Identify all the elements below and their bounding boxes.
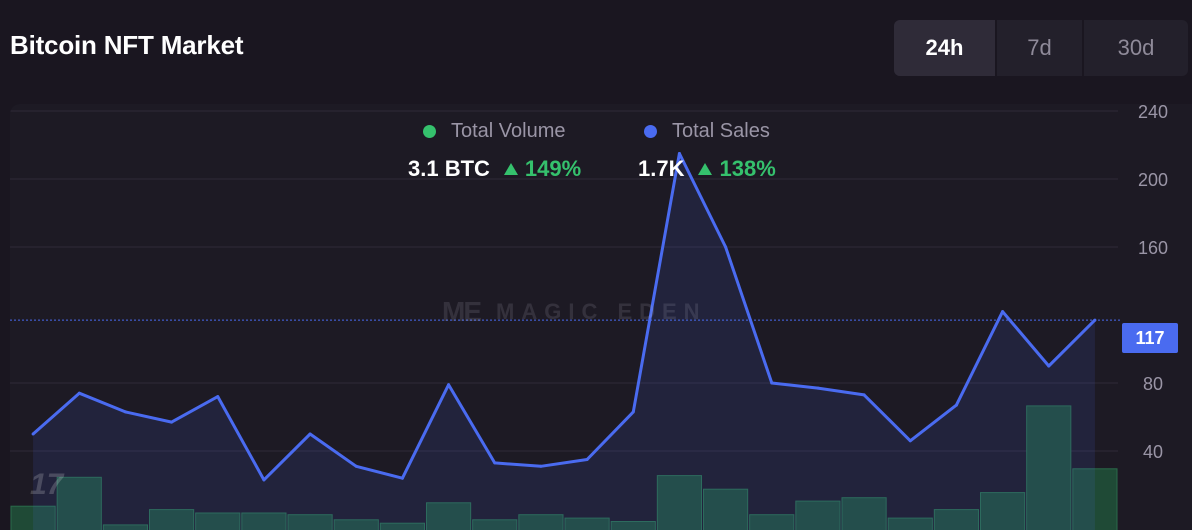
volume-bar	[241, 512, 287, 530]
sales-point	[954, 403, 958, 407]
chart-panel: 240 200 160 80 40 ME MAGIC EDEN 17 Total Vol…	[10, 104, 1192, 530]
sales-point	[31, 432, 35, 436]
sales-point	[677, 152, 681, 155]
volume-bar	[980, 492, 1026, 530]
arrow-up-icon	[698, 163, 713, 175]
volume-bar	[703, 488, 749, 530]
tab-7d[interactable]: 7d	[997, 20, 1084, 76]
volume-change: 149%	[503, 156, 582, 182]
volume-value: 3.1 BTC	[408, 156, 490, 181]
sales-point	[631, 410, 635, 414]
volume-bar	[195, 512, 241, 530]
magic-eden-logo-icon: ME	[442, 296, 482, 327]
sales-point	[354, 464, 358, 468]
y-tick-label: 240	[1138, 104, 1168, 122]
sales-point	[77, 391, 81, 395]
volume-bar	[426, 502, 472, 530]
sales-point	[724, 245, 728, 249]
market-chart[interactable]: 240 200 160 80 40	[10, 104, 1192, 530]
tab-30d[interactable]: 30d	[1117, 35, 1155, 60]
volume-bar	[841, 497, 887, 530]
volume-bar	[10, 505, 56, 530]
volume-bar	[1072, 468, 1118, 530]
sales-line	[32, 152, 1096, 482]
sales-point	[170, 420, 174, 424]
sales-value: 1.7K	[638, 156, 685, 181]
volume-change-value: 149%	[524, 156, 582, 181]
tab-24h[interactable]: 24h	[894, 20, 997, 76]
volume-bar	[379, 522, 426, 530]
sales-point	[447, 383, 451, 387]
volume-bar	[749, 514, 795, 530]
y-tick-label: 40	[1143, 442, 1163, 462]
sales-stat: 1.7K 138%	[638, 156, 776, 182]
sales-point	[862, 393, 866, 397]
sales-dot-icon	[644, 125, 657, 138]
volume-bar	[795, 500, 841, 530]
sales-point	[308, 432, 312, 436]
sales-point	[1001, 310, 1005, 314]
time-range-tabs: 24h 7d 30d	[894, 20, 1188, 76]
sales-point	[770, 381, 774, 385]
sales-point	[1047, 364, 1051, 368]
sales-point	[262, 478, 266, 482]
sales-point	[400, 476, 404, 480]
legend-volume[interactable]: Total Volume	[423, 120, 566, 143]
sales-area	[33, 153, 1095, 530]
volume-bar	[102, 524, 149, 530]
sales-point	[216, 395, 220, 399]
volume-stat: 3.1 BTC 149%	[408, 156, 581, 182]
sales-point	[539, 464, 543, 468]
sales-point	[908, 439, 912, 443]
sales-change: 138%	[698, 156, 776, 182]
volume-bar	[933, 509, 979, 530]
volume-bar	[656, 475, 702, 530]
magic-eden-watermark: ME MAGIC EDEN	[442, 296, 707, 328]
volume-bar	[610, 521, 656, 530]
legend-sales-label: Total Sales	[672, 120, 770, 142]
sales-point	[123, 410, 127, 414]
volume-bar	[287, 514, 333, 530]
sales-change-value: 138%	[719, 156, 776, 181]
current-value-badge: 117	[1122, 323, 1178, 353]
volume-bar	[518, 514, 564, 530]
sales-point	[585, 458, 589, 461]
legend-volume-label: Total Volume	[451, 120, 566, 142]
y-tick-label: 160	[1138, 238, 1168, 258]
watermark-text: MAGIC EDEN	[496, 299, 707, 324]
tradingview-logo-icon: 17	[30, 468, 64, 501]
chart-legend: Total Volume Total Sales 3.1 BTC 149% 1.…	[10, 120, 1192, 182]
legend-sales[interactable]: Total Sales	[644, 120, 770, 143]
volume-bar	[149, 509, 195, 530]
volume-dot-icon	[423, 125, 436, 138]
sales-point	[493, 461, 497, 465]
arrow-up-icon	[503, 163, 518, 175]
y-tick-label: 80	[1143, 374, 1163, 394]
volume-bar	[472, 519, 518, 530]
volume-bar	[333, 519, 379, 530]
volume-bar	[1026, 405, 1072, 530]
volume-bar	[56, 476, 102, 530]
y-tick-label: 200	[1138, 170, 1168, 190]
sales-point	[816, 386, 820, 390]
page-title: Bitcoin NFT Market	[10, 30, 244, 60]
